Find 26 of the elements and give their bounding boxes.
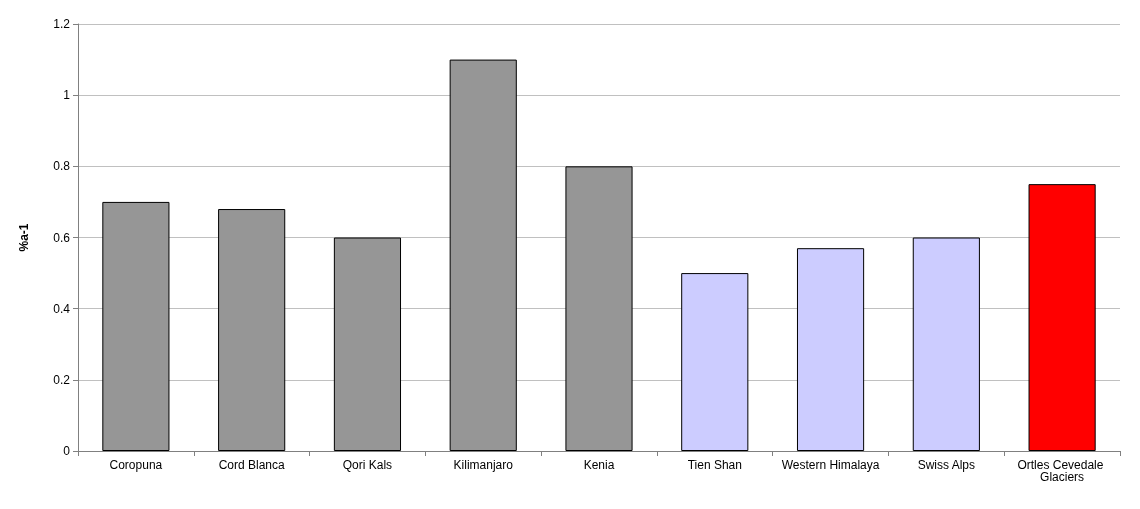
bar [796, 248, 865, 451]
x-tick-label: Tien Shan [687, 458, 742, 472]
x-tick-label: Coropuna [109, 458, 163, 472]
bar [102, 201, 170, 451]
x-tick-label: Qori Kals [342, 458, 393, 472]
bar [218, 209, 286, 451]
y-tick-label: 0.4 [53, 301, 71, 316]
bar [912, 237, 980, 451]
x-tick-label: Kilimanjaro [453, 458, 514, 472]
y-axis-title: %a-1 [17, 223, 31, 252]
bar [449, 59, 517, 451]
y-tick-label: 1 [63, 88, 71, 103]
x-tick-label: Swiss Alps [917, 458, 976, 472]
bar [1028, 184, 1096, 451]
y-tick-label: 0.2 [53, 372, 71, 387]
x-tick-label: Ortles Cevedale Glaciers [1017, 458, 1107, 484]
y-tick-label: 1.2 [53, 17, 71, 31]
y-tick-label: 0.6 [53, 230, 71, 245]
y-tick-label: 0 [63, 444, 71, 458]
bar [565, 166, 633, 451]
y-tick-label: 0.8 [53, 159, 71, 174]
bar [681, 273, 749, 451]
bar [333, 237, 402, 451]
x-tick-label: Western Himalaya [781, 458, 880, 472]
x-tick-label: Cord Blanca [218, 458, 285, 472]
x-tick-label: Kenia [583, 458, 615, 472]
